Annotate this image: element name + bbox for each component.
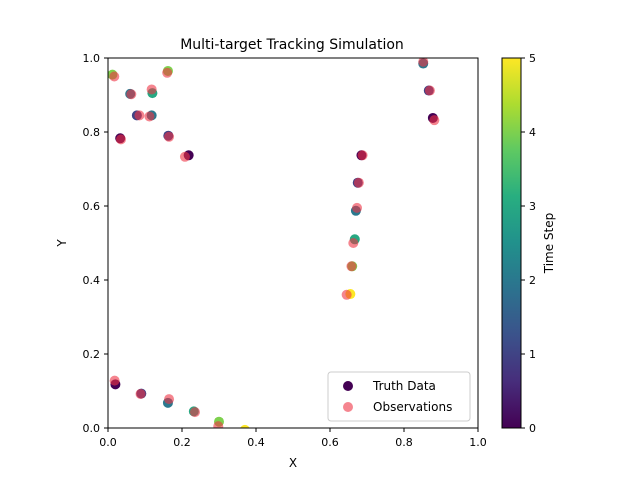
plot-frame: [107, 57, 479, 429]
observation-point: [341, 289, 352, 300]
observation-point: [146, 84, 157, 95]
chart-title: Multi-target Tracking Simulation: [180, 37, 404, 53]
truth-point: [240, 424, 250, 428]
colorbar-tick-label: 4: [529, 126, 536, 139]
observation-point: [126, 89, 137, 100]
observation-point: [179, 151, 190, 162]
colorbar-tick-label: 1: [529, 348, 536, 361]
x-tick-label: 0.8: [395, 436, 413, 449]
legend: Truth Data Observations: [327, 371, 471, 422]
observation-point: [109, 375, 120, 386]
x-tick-label: 1.0: [469, 436, 487, 449]
observation-point: [357, 150, 368, 161]
legend-marker-observations: [343, 402, 353, 412]
x-axis-ticks: 0.0 0.2 0.4 0.6 0.8 1.0: [99, 428, 487, 449]
colorbar-tick-label: 5: [529, 52, 536, 65]
observation-point: [352, 202, 363, 213]
observation-point: [135, 388, 146, 399]
x-axis-label: X: [289, 456, 297, 470]
plot-points: [108, 58, 440, 428]
observation-point: [189, 407, 200, 418]
y-tick-label: 0.8: [83, 126, 101, 139]
colorbar-label: Time Step: [542, 213, 556, 275]
x-tick-label: 0.0: [99, 436, 117, 449]
legend-label-truth: Truth Data: [372, 379, 436, 393]
y-axis-label: Y: [55, 239, 69, 248]
observation-point: [213, 421, 224, 428]
legend-marker-truth: [343, 381, 353, 391]
x-tick-label: 0.2: [173, 436, 191, 449]
observation-point: [164, 131, 175, 142]
y-tick-label: 0.6: [83, 200, 101, 213]
observation-point: [346, 261, 357, 272]
observation-point: [424, 85, 435, 96]
legend-box: [327, 371, 471, 422]
y-axis-ticks: 0.0 0.2 0.4 0.6 0.8 1.0: [83, 52, 108, 435]
observation-point: [164, 394, 175, 405]
colorbar: 0 1 2 3 4 5 Time Step: [501, 52, 556, 435]
colorbar-ticks: 0 1 2 3 4 5: [521, 52, 536, 435]
observation-point: [353, 177, 364, 188]
y-tick-label: 0.2: [83, 348, 101, 361]
legend-label-observations: Observations: [373, 400, 452, 414]
y-tick-label: 0.4: [83, 274, 101, 287]
observation-point: [429, 115, 440, 126]
observation-point: [348, 238, 359, 248]
y-tick-label: 0.0: [83, 422, 101, 435]
observation-point: [109, 71, 120, 82]
observation-point: [144, 111, 155, 122]
colorbar-gradient: [501, 57, 522, 429]
colorbar-tick-label: 3: [529, 200, 536, 213]
observation-point: [134, 110, 145, 121]
y-tick-label: 1.0: [83, 52, 101, 65]
x-tick-label: 0.4: [247, 436, 265, 449]
observation-point: [115, 134, 126, 145]
colorbar-tick-label: 0: [529, 422, 536, 435]
observation-point: [162, 67, 173, 78]
observation-point: [418, 58, 429, 67]
colorbar-tick-label: 2: [529, 274, 536, 287]
x-tick-label: 0.6: [321, 436, 339, 449]
